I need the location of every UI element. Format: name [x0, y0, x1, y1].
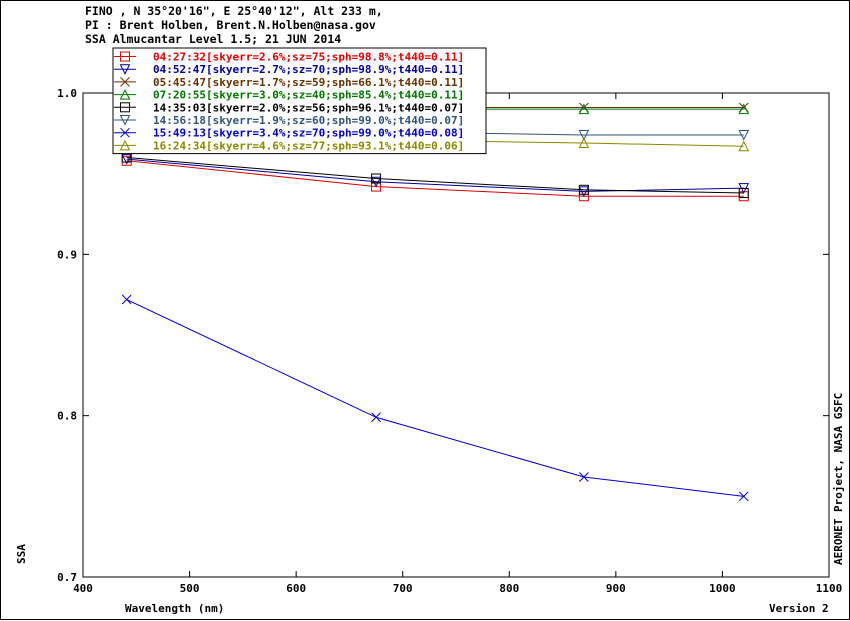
data-point [370, 176, 382, 188]
legend-label: 05:45:47[skyerr=1.7%;sz=59;sph=66.1%;t44… [153, 76, 464, 89]
x-tick-label: 400 [73, 582, 93, 595]
data-point [738, 129, 750, 141]
data-point [121, 154, 133, 165]
legend-label: 15:49:13[skyerr=3.4%;sz=70;sph=99.0%;t44… [153, 127, 464, 140]
x-tick-label: 1100 [816, 582, 843, 595]
x-tick-label: 500 [180, 582, 200, 595]
version-label: Version 2 [769, 602, 829, 615]
series-5 [121, 152, 749, 199]
data-point [738, 103, 750, 115]
series-1 [121, 155, 749, 202]
series-lines [121, 102, 750, 502]
legend-label: 14:56:18[skyerr=1.9%;sz=60;sph=99.0%;t44… [153, 114, 464, 127]
x-tick-label: 900 [606, 582, 626, 595]
legend-swatch-marker [120, 77, 130, 87]
y-axis-label: SSA [15, 544, 28, 564]
legend-swatch-marker [119, 139, 131, 151]
data-point [738, 140, 750, 152]
header-line-1: FINO , N 35°20'16", E 25°40'12", Alt 233… [85, 4, 383, 18]
data-point [578, 184, 589, 195]
legend-entry: 07:20:55[skyerr=3.0%;sz=40;sph=85.4%;t44… [114, 89, 464, 102]
data-point [371, 412, 381, 423]
legend-entry: 05:45:47[skyerr=1.7%;sz=59;sph=66.1%;t44… [114, 76, 464, 89]
x-axis-label: Wavelength (nm) [125, 602, 224, 615]
legend-entry: 04:52:47[skyerr=2.7%;sz=70;sph=98.9%;t44… [114, 63, 464, 76]
legend-entry: 14:35:03[skyerr=2.0%;sz=56;sph=96.1%;t44… [114, 101, 464, 114]
side-credit-label: AERONET Project, NASA GSFC [832, 393, 845, 565]
legend-swatch-marker [120, 127, 130, 138]
series-7 [121, 294, 749, 502]
legend-swatch-marker [120, 102, 130, 113]
legend-swatch-marker [119, 64, 131, 75]
x-tick-label: 700 [393, 582, 413, 595]
legend-entry: 14:56:18[skyerr=1.9%;sz=60;sph=99.0%;t44… [114, 114, 464, 127]
legend-entry: 16:24:34[skyerr=4.6%;sz=77;sph=93.1%;t44… [114, 139, 464, 152]
x-tick-label: 800 [499, 582, 519, 595]
header-line-3: SSA Almucantar Level 1.5; 21 JUN 2014 [85, 32, 341, 46]
legend-entry: 15:49:13[skyerr=3.4%;sz=70;sph=99.0%;t44… [114, 127, 464, 140]
legend-label: 07:20:55[skyerr=3.0%;sz=40;sph=85.4%;t44… [153, 89, 464, 102]
y-tick-label: 0.8 [57, 410, 77, 423]
legend-entry: 04:27:32[skyerr=2.6%;sz=75;sph=98.8%;t44… [114, 51, 464, 64]
series-line [126, 160, 744, 197]
series-line [126, 157, 744, 194]
legend-label: 04:52:47[skyerr=2.7%;sz=70;sph=98.9%;t44… [153, 63, 464, 76]
data-point [578, 129, 590, 141]
x-tick-label: 600 [286, 582, 306, 595]
header-line-2: PI : Brent Holben, Brent.N.Holben@nasa.g… [85, 18, 376, 32]
data-point [121, 294, 132, 305]
legend-label: 16:24:34[skyerr=4.6%;sz=77;sph=93.1%;t44… [153, 139, 464, 152]
y-tick-label: 1.0 [57, 87, 77, 100]
data-point [578, 103, 590, 115]
legend: 04:27:32[skyerr=2.6%;sz=75;sph=98.8%;t44… [112, 47, 487, 155]
chart-header: FINO , N 35°20'16", E 25°40'12", Alt 233… [85, 4, 383, 46]
legend-label: 04:27:32[skyerr=2.6%;sz=75;sph=98.8%;t44… [153, 51, 464, 64]
data-point [371, 173, 382, 184]
legend-swatch-marker [119, 88, 131, 100]
data-point [578, 137, 590, 149]
x-tick-label: 1000 [709, 582, 736, 595]
data-point [579, 472, 589, 482]
legend-label: 14:35:03[skyerr=2.0%;sz=56;sph=96.1%;t44… [153, 101, 464, 114]
y-tick-label: 0.7 [57, 571, 77, 584]
data-point [578, 186, 590, 198]
series-line [126, 299, 744, 497]
data-point [738, 491, 749, 502]
legend-box [112, 47, 487, 155]
axis-ticks: 400 500 600 700 800 900 1000 1100 0.7 0.8 0.9 1.0 [57, 87, 842, 595]
series-line [126, 158, 744, 192]
legend-swatch-marker [120, 51, 130, 62]
y-tick-label: 0.9 [57, 248, 77, 261]
data-point [738, 188, 749, 199]
legend-swatch-marker [119, 115, 131, 126]
